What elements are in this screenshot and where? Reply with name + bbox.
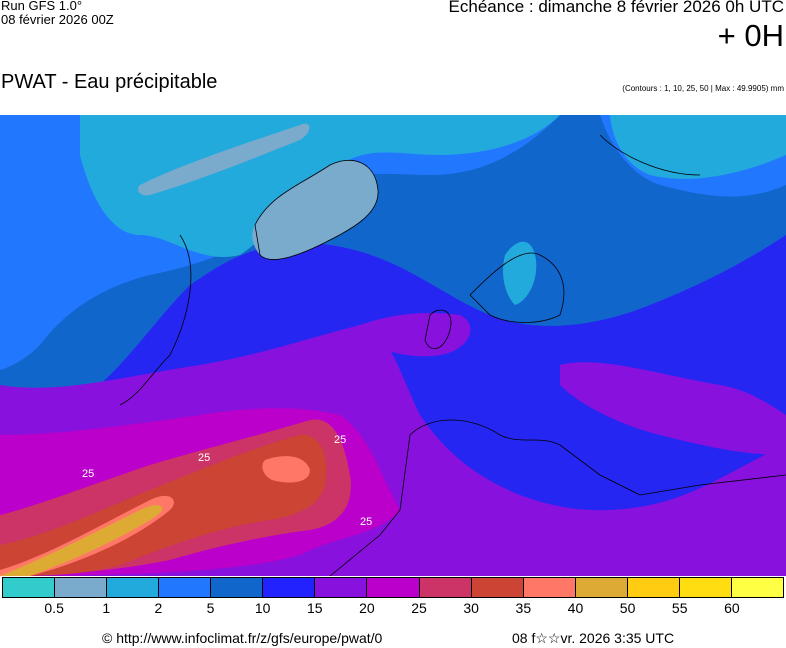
legend-tick-label: 0.5 <box>44 600 64 616</box>
contour-label: 25 <box>360 516 372 528</box>
pwat-map: 25 25 25 25 <box>0 115 786 576</box>
color-legend <box>2 577 784 598</box>
zone-0.5-1-canada <box>138 123 310 196</box>
zone-15-20-balkans <box>560 362 786 455</box>
forecast-hour: + 0H <box>717 18 784 53</box>
legend-swatch <box>731 578 783 597</box>
contour-label: 25 <box>198 452 210 464</box>
legend-swatch <box>471 578 524 597</box>
legend-tick-label: 35 <box>515 600 532 616</box>
legend-swatch <box>263 578 316 597</box>
coastlines <box>119 134 786 576</box>
legend-swatch <box>159 578 212 597</box>
contour-label: 25 <box>334 434 346 446</box>
legend-tick-label: 10 <box>254 600 271 616</box>
legend-swatch <box>627 578 680 597</box>
zone-40-50 <box>0 505 163 576</box>
contours-info: (Contours : 1, 10, 25, 50 | Max : 49.990… <box>622 84 784 93</box>
zone-1-2-scandinavia <box>503 241 537 305</box>
forecast-time: Echéance : dimanche 8 février 2026 0h UT… <box>448 0 784 16</box>
zone-35-40-b <box>262 456 310 483</box>
legend-swatch <box>315 578 368 597</box>
copyright-text: © http://www.infoclimat.fr/z/gfs/europe/… <box>102 630 383 646</box>
legend-tick-label: 20 <box>359 600 375 616</box>
legend-swatch <box>419 578 472 597</box>
contour-label: 25 <box>82 468 94 480</box>
legend-tick-label: 55 <box>671 600 688 616</box>
run-label: Run GFS 1.0° <box>1 0 83 13</box>
legend-tick-label: 60 <box>724 600 740 616</box>
legend-tick-label: 50 <box>619 600 636 616</box>
legend-swatch <box>575 578 628 597</box>
legend-swatch <box>523 578 576 597</box>
run-date: 08 février 2026 00Z <box>1 12 114 27</box>
legend-tick-label: 30 <box>463 600 479 616</box>
contour-labels: 25 25 25 25 <box>82 434 372 528</box>
zone-0.5-1-greenland <box>252 160 379 260</box>
zone-1-2-arctic <box>80 115 560 258</box>
legend-swatch <box>367 578 420 597</box>
legend-swatch <box>679 578 732 597</box>
legend-tick-label: 2 <box>154 600 163 616</box>
legend-tick-label: 15 <box>307 600 323 616</box>
generated-time: 08 f☆☆vr. 2026 3:35 UTC <box>512 630 675 646</box>
zone-15-20-britain <box>360 313 471 357</box>
legend-swatch <box>211 578 264 597</box>
zone-1-2-russia <box>610 115 786 179</box>
legend-swatch <box>55 578 108 597</box>
legend-tick-label: 40 <box>567 600 584 616</box>
legend-tick-label: 5 <box>206 600 215 616</box>
legend-tick-label: 1 <box>102 600 111 616</box>
legend-tick-label: 25 <box>411 600 427 616</box>
page-title: PWAT - Eau précipitable <box>1 71 218 93</box>
legend-swatch <box>3 578 56 597</box>
legend-swatch <box>107 578 160 597</box>
